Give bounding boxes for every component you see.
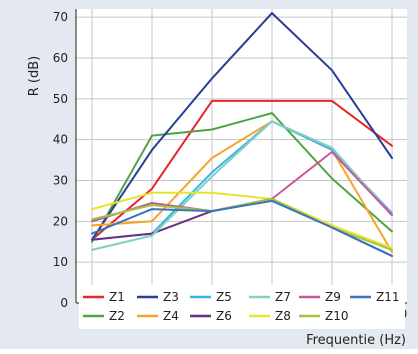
series-line-z7 — [91, 120, 393, 251]
series-line-z3 — [91, 12, 393, 241]
legend-entry-z2: Z2 — [109, 309, 125, 323]
legend-entry-z1: Z1 — [109, 290, 125, 304]
series-line-z2 — [91, 112, 393, 243]
y-tick-label: 70 — [53, 10, 68, 24]
y-tick-label: 10 — [53, 255, 68, 269]
y-tick-label: 20 — [53, 214, 68, 228]
legend-entry-z8: Z8 — [275, 309, 291, 323]
legend-entry-z10: Z10 — [325, 309, 349, 323]
y-tick-label: 30 — [53, 174, 68, 188]
legend-entry-z4: Z4 — [163, 309, 179, 323]
series-line-z4 — [91, 120, 393, 253]
series-line-z11 — [91, 199, 393, 257]
y-axis-label: R (dB) — [27, 56, 42, 96]
legend-entry-z3: Z3 — [163, 290, 179, 304]
legend-box — [79, 285, 405, 329]
y-tick-label: 60 — [53, 51, 68, 65]
y-tick-label: 0 — [60, 296, 68, 310]
legend-entry-z9: Z9 — [325, 290, 341, 304]
legend-entry-z7: Z7 — [275, 290, 291, 304]
legend: Z1 Z2 Z3 Z4 Z5 Z6 Z7 Z8 Z9 Z10 Z11 — [79, 285, 405, 329]
series-line-z8 — [91, 191, 393, 249]
series-line-z1 — [91, 99, 393, 241]
legend-entry-z6: Z6 — [216, 309, 232, 323]
y-tick-label: 50 — [53, 92, 68, 106]
legend-entry-z11: Z11 — [376, 290, 400, 304]
series-lines — [91, 12, 393, 257]
legend-entry-z5: Z5 — [216, 290, 232, 304]
plot-area — [76, 9, 407, 303]
grid — [76, 9, 407, 304]
x-axis-label: Frequentie (Hz) — [306, 333, 406, 348]
y-tick-label: 40 — [53, 133, 68, 147]
